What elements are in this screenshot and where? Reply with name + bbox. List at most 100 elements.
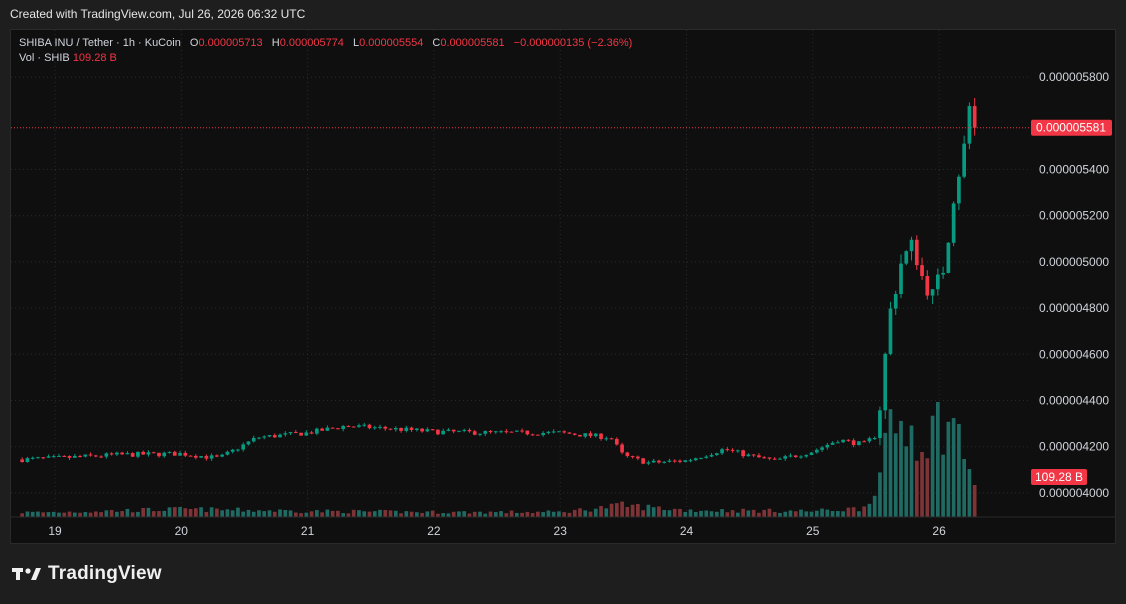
- volume-bar: [536, 511, 540, 517]
- candle-body: [451, 429, 456, 432]
- volume-bar: [725, 512, 730, 517]
- candle-body: [393, 428, 398, 430]
- volume-bar: [67, 511, 72, 517]
- candle-body: [436, 429, 440, 435]
- volume-bar: [788, 510, 793, 517]
- volume-bars: [20, 402, 977, 517]
- volume-bar: [509, 510, 514, 517]
- candle-body: [572, 433, 577, 435]
- candle-body: [378, 426, 382, 428]
- volume-bar: [657, 506, 661, 517]
- candle-body: [209, 455, 214, 459]
- volume-bar: [846, 507, 851, 517]
- candle-body: [525, 430, 530, 435]
- change-value: −0.000000135 (−2.36%): [513, 37, 633, 49]
- candle-body: [704, 456, 709, 458]
- candle-body: [941, 272, 945, 275]
- volume-bar: [520, 512, 524, 517]
- volume-bar: [78, 512, 82, 517]
- volume-bar: [204, 511, 209, 517]
- volume-bar: [225, 509, 230, 517]
- candle-body: [157, 452, 161, 457]
- y-tick-label: 0.000004800: [1039, 301, 1109, 315]
- candle-body: [483, 431, 488, 434]
- volume-bar: [125, 508, 130, 517]
- y-tick-label: 0.000004200: [1039, 440, 1109, 454]
- candle-body: [488, 431, 493, 433]
- candle-body: [599, 433, 603, 439]
- candle-body: [504, 431, 509, 433]
- candle-body: [267, 435, 272, 437]
- candle-body: [946, 242, 951, 273]
- last-price-badge: [1031, 119, 1112, 136]
- volume-bar: [820, 508, 824, 517]
- volume-bar: [935, 402, 940, 517]
- candle-body: [767, 457, 772, 459]
- volume-bar: [893, 433, 898, 517]
- candle-body: [372, 427, 377, 429]
- volume-bar: [909, 425, 914, 517]
- price-chart[interactable]: 0.000005800 0.000005400 0.000005200 0.00000…: [11, 30, 1116, 544]
- candle-body: [467, 429, 472, 432]
- candle-body: [567, 432, 572, 434]
- volume-value: 109.28 B: [72, 52, 117, 64]
- candle-body: [741, 450, 745, 457]
- volume-bar: [293, 512, 298, 517]
- volume-bar: [714, 511, 719, 517]
- candle-body: [162, 452, 167, 457]
- volume-bar: [814, 510, 819, 517]
- volume-bar: [662, 509, 667, 517]
- candle-body: [714, 453, 719, 455]
- volume-bar: [530, 513, 535, 517]
- volume-bar: [30, 511, 35, 517]
- candle-body: [678, 460, 682, 462]
- low-value: 0.000005554: [359, 37, 424, 49]
- candle-body: [772, 458, 777, 460]
- volume-bar: [415, 512, 419, 517]
- volume-bar: [325, 509, 330, 517]
- volume-label: Vol · SHIB: [19, 52, 70, 64]
- volume-bar: [772, 512, 777, 517]
- chart-panel[interactable]: 0.000005800 0.000005400 0.000005200 0.00000…: [10, 29, 1116, 544]
- candle-body: [630, 456, 635, 458]
- candle-body: [30, 457, 35, 459]
- tradingview-logo[interactable]: TradingView: [12, 563, 162, 585]
- volume-bar: [972, 485, 977, 517]
- candle-body: [341, 426, 346, 429]
- volume-bar: [746, 510, 751, 517]
- candle-body: [820, 447, 824, 450]
- volume-bar: [304, 512, 309, 517]
- volume-bar: [151, 511, 156, 517]
- candle-body: [20, 459, 25, 462]
- volume-bar: [625, 506, 630, 517]
- volume-bar: [709, 511, 714, 517]
- volume-bar: [957, 424, 961, 517]
- volume-bar: [420, 512, 424, 517]
- symbol-title[interactable]: SHIBA INU / Tether · 1h · KuCoin: [19, 37, 181, 49]
- candle-body: [320, 428, 324, 431]
- candle-body: [62, 455, 67, 457]
- candle-body: [799, 456, 803, 458]
- volume-bar: [478, 511, 482, 517]
- volume-badge-label: 109.28 B: [1035, 470, 1083, 484]
- volume-bar: [399, 513, 403, 517]
- candle-body: [588, 433, 593, 437]
- y-tick-label: 0.000004000: [1039, 486, 1109, 500]
- candle-body: [257, 437, 261, 439]
- volume-bar: [614, 503, 619, 517]
- volume-bar: [862, 506, 867, 517]
- candle-body: [814, 449, 819, 453]
- candle-body: [872, 438, 877, 440]
- x-tick-label: 19: [48, 524, 62, 538]
- candle-body: [172, 451, 177, 456]
- candle-body: [625, 452, 630, 457]
- volume-bar: [541, 512, 545, 517]
- volume-bar: [920, 452, 924, 517]
- candle-body: [730, 449, 735, 451]
- volume-bar: [567, 512, 572, 517]
- volume-bar: [193, 508, 198, 517]
- candle-body: [262, 436, 267, 438]
- candle-body: [346, 426, 351, 428]
- candle-body: [167, 451, 172, 453]
- volume-bar: [341, 513, 346, 517]
